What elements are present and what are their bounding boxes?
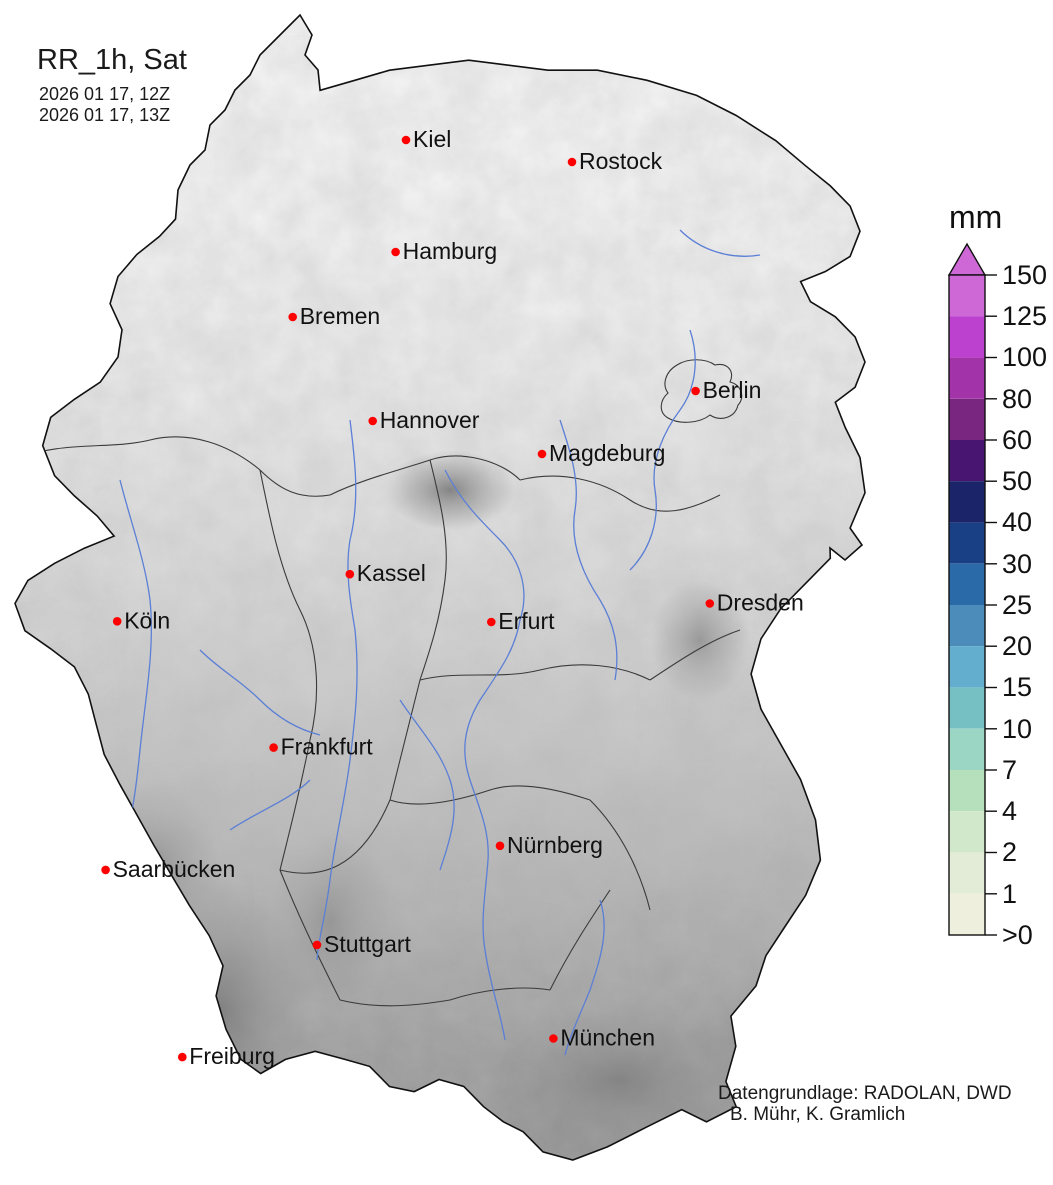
svg-text:mm: mm — [949, 199, 1002, 235]
svg-text:Nürnberg: Nürnberg — [507, 832, 603, 858]
svg-text:7: 7 — [1002, 755, 1017, 785]
svg-text:Frankfurt: Frankfurt — [281, 734, 374, 760]
svg-text:München: München — [560, 1025, 655, 1051]
svg-text:30: 30 — [1002, 549, 1032, 579]
svg-text:Köln: Köln — [124, 607, 170, 633]
svg-text:>0: >0 — [1002, 920, 1033, 950]
svg-text:Rostock: Rostock — [579, 148, 663, 174]
svg-text:2: 2 — [1002, 837, 1017, 867]
svg-text:20: 20 — [1002, 631, 1032, 661]
svg-text:25: 25 — [1002, 590, 1032, 620]
svg-text:Berlin: Berlin — [703, 377, 762, 403]
svg-text:4: 4 — [1002, 796, 1017, 826]
svg-text:Erfurt: Erfurt — [498, 608, 555, 634]
svg-text:15: 15 — [1002, 672, 1032, 702]
svg-text:Bremen: Bremen — [300, 303, 381, 329]
svg-text:Hamburg: Hamburg — [403, 238, 498, 264]
svg-text:150: 150 — [1002, 260, 1047, 290]
svg-text:Kiel: Kiel — [413, 126, 451, 152]
svg-text:100: 100 — [1002, 342, 1047, 372]
svg-text:10: 10 — [1002, 714, 1032, 744]
svg-text:Kassel: Kassel — [357, 560, 426, 586]
svg-text:80: 80 — [1002, 384, 1032, 414]
svg-text:Magdeburg: Magdeburg — [549, 440, 665, 466]
svg-text:Hannover: Hannover — [380, 407, 480, 433]
svg-text:Freiburg: Freiburg — [189, 1043, 275, 1069]
svg-text:Stuttgart: Stuttgart — [324, 931, 412, 957]
svg-text:125: 125 — [1002, 301, 1047, 331]
svg-text:50: 50 — [1002, 466, 1032, 496]
svg-text:1: 1 — [1002, 879, 1017, 909]
svg-text:Dresden: Dresden — [717, 590, 804, 616]
svg-text:Saarbücken: Saarbücken — [113, 856, 236, 882]
svg-text:60: 60 — [1002, 425, 1032, 455]
svg-text:40: 40 — [1002, 507, 1032, 537]
